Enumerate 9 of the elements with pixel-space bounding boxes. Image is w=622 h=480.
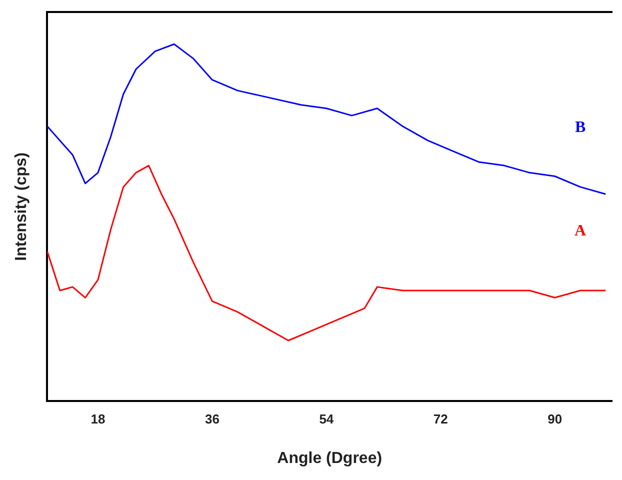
x-tick-label: 54 <box>319 412 334 427</box>
x-tick-label: 72 <box>433 412 448 427</box>
y-axis-title: Intensity (cps) <box>13 152 30 261</box>
x-tick-label: 90 <box>548 412 562 427</box>
x-tick-label: 36 <box>204 412 220 427</box>
text: B <box>574 118 586 136</box>
text: A <box>574 222 586 240</box>
x-axis-title: Angle (Dgree) <box>277 450 382 467</box>
x-tick-label: 18 <box>90 412 106 427</box>
